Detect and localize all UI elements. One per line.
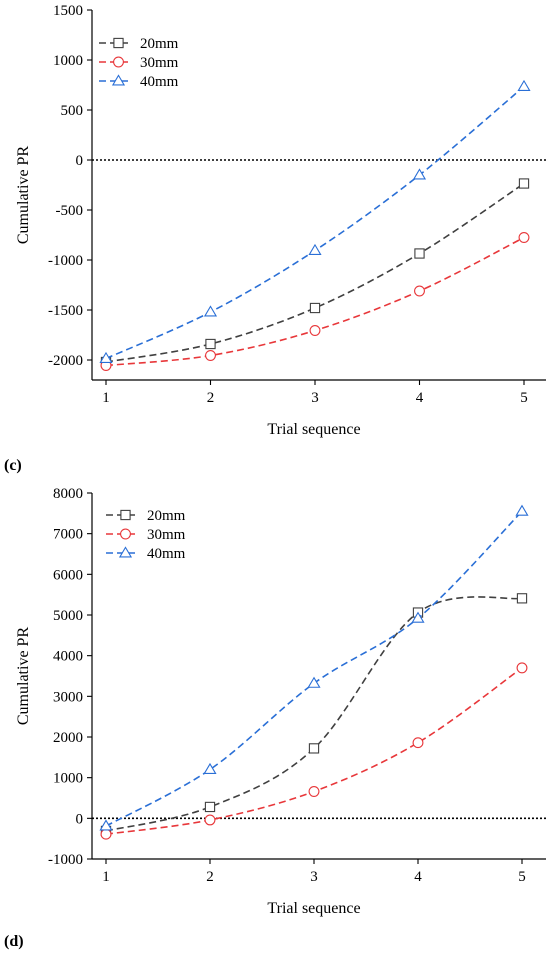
x-tick-label: 3 — [310, 869, 318, 885]
legend-label: 20mm — [140, 36, 179, 52]
y-tick-label: 1000 — [53, 53, 83, 69]
legend-marker — [120, 528, 131, 540]
y-tick-label: 0 — [76, 811, 84, 827]
x-tick-label: 1 — [102, 869, 110, 885]
legend-label: 40mm — [140, 74, 179, 90]
y-tick-label: 5000 — [53, 608, 83, 624]
data-point-30mm — [516, 662, 528, 674]
x-axis-label: Trial sequence — [267, 900, 360, 917]
x-tick-label: 2 — [207, 390, 215, 406]
data-point-40mm — [203, 762, 217, 775]
data-point-30mm — [309, 325, 321, 336]
data-point-30mm — [412, 737, 424, 749]
data-point-20mm — [518, 178, 530, 189]
legend-label: 40mm — [147, 546, 186, 562]
y-tick-label: 6000 — [53, 567, 83, 583]
y-tick-label: 500 — [61, 103, 84, 119]
data-point-40mm — [99, 819, 113, 831]
data-point-40mm — [412, 168, 427, 180]
legend: 20mm 30mm 40mm — [99, 36, 179, 90]
data-point-40mm — [517, 79, 531, 91]
y-tick-label: -500 — [56, 203, 84, 219]
x-tick-label: 4 — [414, 869, 422, 885]
y-tick-label: 2000 — [53, 730, 83, 746]
data-point-40mm — [411, 611, 425, 623]
data-point-20mm — [309, 302, 321, 314]
data-point-30mm — [205, 350, 216, 361]
y-tick-label: 1000 — [53, 771, 83, 787]
x-tick-label: 2 — [206, 869, 214, 885]
legend-label: 30mm — [147, 527, 186, 543]
data-point-30mm — [414, 285, 425, 297]
y-tick-label: -1500 — [48, 303, 83, 319]
series-line-30mm — [105, 236, 525, 367]
legend-label: 30mm — [140, 55, 179, 71]
y-tick-label: 3000 — [53, 689, 83, 705]
y-axis-label: Cumulative PR — [15, 627, 32, 726]
x-tick-label: 5 — [520, 390, 528, 406]
data-point-30mm — [518, 232, 530, 243]
x-tick-label: 4 — [416, 390, 424, 406]
data-point-40mm — [307, 676, 321, 688]
series-line-20mm — [105, 182, 525, 363]
panel-label: (d) — [4, 933, 24, 950]
legend-marker — [120, 509, 131, 521]
chart-panel-d: -1000 0 1000 2000 3000 4000 5000 6000 7000 8000 1 2… — [4, 486, 546, 950]
y-tick-label: 1500 — [53, 3, 83, 19]
legend-marker — [113, 56, 124, 68]
data-point-30mm — [308, 786, 320, 797]
panel-label: (c) — [4, 457, 22, 474]
legend-marker — [111, 74, 126, 86]
data-point-40mm — [203, 305, 218, 317]
y-tick-label: -1000 — [48, 253, 83, 269]
x-tick-label: 1 — [102, 390, 110, 406]
y-tick-label: -2000 — [48, 353, 83, 369]
data-point-40mm — [515, 504, 529, 516]
y-tick-label: 0 — [76, 153, 84, 169]
data-point-40mm — [99, 351, 113, 363]
legend-marker — [113, 37, 124, 49]
data-point-20mm — [204, 801, 216, 813]
legend-label: 20mm — [147, 508, 186, 524]
legend-marker — [118, 546, 133, 558]
y-axis-label: Cumulative PR — [15, 146, 32, 245]
data-point-20mm — [516, 593, 528, 604]
y-tick-label: 4000 — [53, 649, 83, 665]
data-point-30mm — [100, 828, 112, 840]
x-tick-label: 5 — [518, 869, 526, 885]
data-point-20mm — [308, 743, 320, 754]
series-line-20mm — [105, 596, 523, 832]
data-point-30mm — [204, 814, 216, 826]
x-tick-label: 3 — [311, 390, 319, 406]
data-point-20mm — [205, 338, 216, 350]
data-point-20mm — [414, 248, 425, 259]
series-line-40mm — [105, 85, 525, 360]
x-axis-label: Trial sequence — [267, 421, 360, 438]
y-tick-label: -1000 — [48, 852, 83, 868]
chart-panel-c: -2000 -1500 -1000 -500 0 500 1000 1500 1 2 3 4 5 20mm… — [4, 3, 546, 474]
y-tick-label: 8000 — [53, 486, 83, 502]
y-tick-label: 7000 — [53, 527, 83, 543]
data-point-40mm — [308, 243, 322, 255]
legend: 20mm 30mm 40mm — [106, 508, 186, 562]
